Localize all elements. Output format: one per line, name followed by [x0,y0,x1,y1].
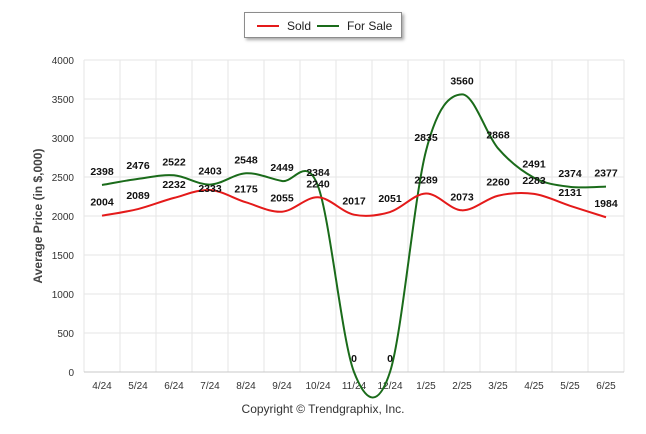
data-label-for-sale: 2384 [306,167,330,179]
data-label-for-sale: 2403 [198,166,222,178]
data-label-sold: 2260 [486,177,510,189]
data-label-for-sale: 2377 [594,168,618,180]
data-label-sold: 2175 [234,183,258,195]
x-tick-label: 7/24 [200,381,220,392]
data-label-for-sale: 2374 [558,168,582,180]
x-tick-label: 5/24 [128,381,148,392]
x-tick-label: 6/25 [596,381,616,392]
data-label-for-sale: 2868 [486,129,510,141]
x-tick-label: 2/25 [452,381,472,392]
legend-label-for-sale: For Sale [347,19,393,33]
x-tick-label: 5/25 [560,381,580,392]
y-tick-label: 1000 [52,290,75,301]
y-tick-label: 0 [68,368,74,379]
y-tick-label: 3500 [52,95,75,106]
data-label-sold: 2073 [450,191,474,203]
data-label-for-sale: 2835 [414,132,438,144]
data-label-sold: 2131 [558,187,582,199]
data-label-sold: 2089 [126,190,150,202]
data-label-for-sale: 3560 [450,75,474,87]
x-tick-label: 8/24 [236,381,256,392]
y-tick-label: 1500 [52,251,75,262]
x-tick-label: 4/25 [524,381,544,392]
x-tick-label: 6/24 [164,381,184,392]
data-label-for-sale: 2522 [162,156,186,168]
data-label-sold: 2283 [522,175,546,187]
data-label-for-sale: 2449 [270,162,294,174]
data-label-sold: 1984 [594,198,618,210]
data-label-sold: 2004 [90,197,114,209]
x-tick-label: 11/24 [342,381,367,392]
data-label-for-sale: 2491 [522,159,546,171]
data-label-sold: 2051 [378,193,402,205]
y-tick-label: 4000 [52,56,75,67]
y-tick-label: 2000 [52,212,75,223]
data-label-for-sale: 2398 [90,166,114,178]
legend-item-sold[interactable]: Sold [257,19,311,33]
x-tick-label: 12/24 [377,381,402,392]
y-tick-label: 2500 [52,173,75,184]
y-axis-title: Average Price (in $,000) [31,149,45,284]
data-label-sold: 2232 [162,179,186,191]
x-tick-label: 10/24 [305,381,330,392]
data-label-sold: 2055 [270,193,294,205]
data-label-for-sale: 2476 [126,160,150,172]
y-tick-label: 500 [57,329,74,340]
x-tick-label: 3/25 [488,381,508,392]
y-tick-label: 3000 [52,134,75,145]
data-label-for-sale: 0 [387,353,393,365]
legend-item-for-sale[interactable]: For Sale [317,19,392,33]
data-label-sold: 2289 [414,174,438,186]
data-label-for-sale: 0 [351,353,357,365]
data-label-for-sale: 2548 [234,154,258,166]
x-tick-label: 1/25 [416,381,436,392]
data-label-sold: 2017 [342,196,366,208]
legend-swatch-sold [257,25,279,27]
legend-swatch-for-sale [317,25,339,27]
x-tick-label: 9/24 [272,381,292,392]
copyright-text: Copyright © Trendgraphix, Inc. [241,402,405,416]
legend-label-sold: Sold [287,19,312,33]
data-label-sold: 2333 [198,183,222,195]
data-label-sold: 2240 [306,178,330,190]
legend: Sold For Sale [244,12,402,38]
series-line-for-sale [101,93,607,399]
x-tick-label: 4/24 [92,381,112,392]
series-line-sold [101,189,607,219]
